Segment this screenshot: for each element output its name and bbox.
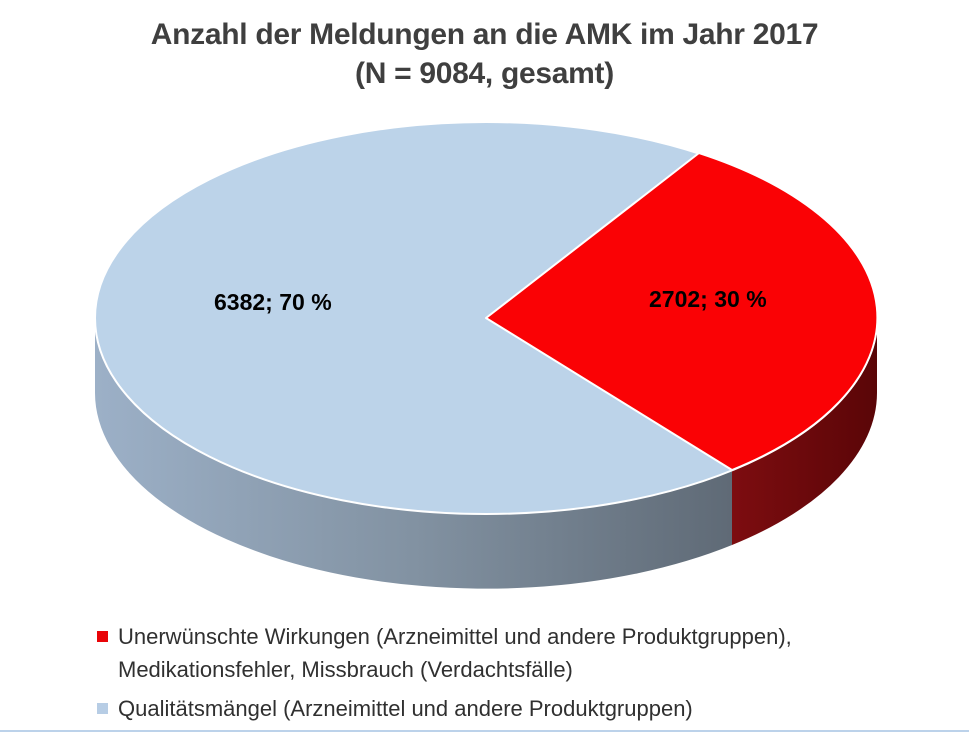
legend-label: Unerwünschte Wirkungen (Arzneimittel und…: [118, 620, 792, 686]
chart-title: Anzahl der Meldungen an die AMK im Jahr …: [0, 15, 969, 93]
chart-title-line1: Anzahl der Meldungen an die AMK im Jahr …: [150, 18, 819, 51]
legend-label-line1: Unerwünschte Wirkungen (Arzneimittel und…: [118, 624, 792, 649]
legend: Unerwünschte Wirkungen (Arzneimittel und…: [97, 620, 929, 725]
legend-label: Qualitätsmängel (Arzneimittel und andere…: [118, 692, 693, 725]
chart-title-line2: (N = 9084, gesamt): [355, 57, 614, 90]
data-label-qualitaetsmaengel: 6382; 70 %: [214, 289, 332, 315]
legend-label-line1: Qualitätsmängel (Arzneimittel und andere…: [118, 696, 693, 721]
pie-side-wall-blue: [95, 318, 732, 589]
legend-item-qualitaetsmaengel: Qualitätsmängel (Arzneimittel und andere…: [97, 692, 929, 725]
pie-slice-unerwuenschte-wirkungen: [485, 152, 879, 471]
legend-label-line2: Medikationsfehler, Missbrauch (Verdachts…: [118, 657, 573, 682]
data-label-unerwuenschte-wirkungen: 2702; 30 %: [649, 286, 767, 312]
footer-rule: [0, 730, 969, 732]
legend-item-unerwuenschte-wirkungen: Unerwünschte Wirkungen (Arzneimittel und…: [97, 620, 929, 686]
legend-swatch-red: [97, 631, 108, 642]
legend-swatch-blue: [97, 703, 108, 714]
